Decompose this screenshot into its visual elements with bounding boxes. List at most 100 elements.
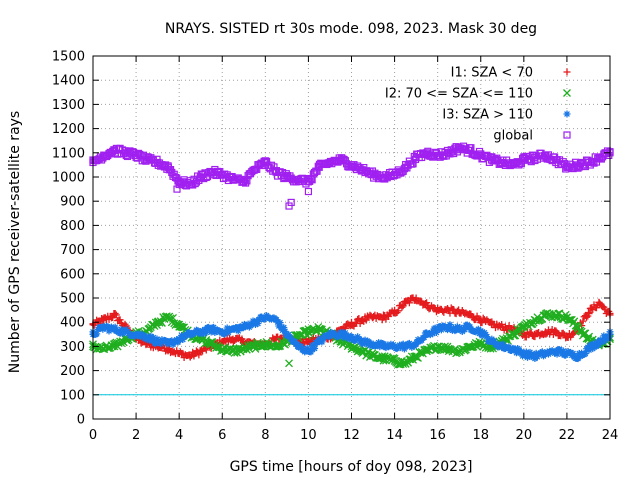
y-tick-label: 400 xyxy=(60,316,85,331)
data-point xyxy=(348,321,355,329)
data-point xyxy=(605,334,613,342)
data-point xyxy=(313,167,321,175)
data-point xyxy=(559,347,567,355)
data-point xyxy=(121,328,129,336)
data-point xyxy=(401,359,410,368)
data-point xyxy=(291,337,299,345)
data-point xyxy=(584,158,593,167)
data-point xyxy=(574,352,582,360)
data-point xyxy=(531,154,539,162)
data-point xyxy=(541,328,549,336)
series-star xyxy=(89,312,614,363)
data-point xyxy=(434,325,442,333)
data-point xyxy=(105,327,113,335)
data-point xyxy=(476,340,485,348)
data-point xyxy=(147,332,155,340)
data-point xyxy=(223,324,231,332)
data-point xyxy=(251,318,259,326)
x-tick-label: 20 xyxy=(516,428,533,443)
data-point xyxy=(483,333,491,341)
data-point xyxy=(326,330,334,338)
data-point xyxy=(197,173,205,181)
data-point xyxy=(100,323,108,331)
data-point xyxy=(391,309,399,317)
x-axis-title: GPS time [hours of doy 098, 2023] xyxy=(230,459,473,475)
data-point xyxy=(380,342,388,350)
data-point xyxy=(250,166,259,174)
data-point xyxy=(272,342,281,351)
data-point xyxy=(251,321,259,329)
data-point xyxy=(584,345,592,353)
data-point xyxy=(287,335,295,343)
outlier-point xyxy=(287,198,295,207)
data-point xyxy=(600,332,608,340)
data-point xyxy=(526,348,534,356)
data-point xyxy=(477,316,485,324)
data-point xyxy=(308,341,316,349)
data-point xyxy=(229,335,237,343)
legend: I1: SZA < 70 I2: 70 <= SZA <= 110 I3: SZA … xyxy=(385,66,571,144)
data-point xyxy=(475,147,484,156)
data-point xyxy=(99,344,108,353)
data-point xyxy=(430,304,438,312)
data-point xyxy=(379,354,388,363)
data-point xyxy=(315,325,324,334)
data-point xyxy=(240,178,248,186)
data-point xyxy=(250,342,259,351)
y-tick-label: 100 xyxy=(60,388,85,403)
y-axis-title: Number of GPS receiver-satellite rays xyxy=(7,111,23,373)
data-point xyxy=(531,330,539,338)
data-point xyxy=(111,311,119,319)
legend-marker xyxy=(563,131,571,139)
data-point xyxy=(348,333,355,341)
data-point xyxy=(477,151,485,159)
data-point xyxy=(104,323,112,331)
data-point xyxy=(505,322,513,330)
data-point xyxy=(119,329,127,337)
data-point xyxy=(164,163,172,171)
series-layer xyxy=(89,142,614,369)
y-tick-label: 0 xyxy=(77,413,85,428)
y-tick-label: 700 xyxy=(60,243,85,258)
data-point xyxy=(401,342,409,350)
data-point xyxy=(229,347,237,356)
data-point xyxy=(355,335,363,343)
data-point xyxy=(552,328,560,336)
data-point xyxy=(162,337,170,345)
data-point xyxy=(294,342,302,350)
data-point xyxy=(139,331,147,339)
data-point xyxy=(153,318,162,327)
data-point xyxy=(358,316,366,324)
data-point xyxy=(175,350,183,358)
data-point xyxy=(167,318,176,327)
data-point xyxy=(509,345,517,353)
y-tick-label: 300 xyxy=(60,340,85,355)
data-point xyxy=(581,350,589,358)
data-point xyxy=(164,340,172,348)
data-point xyxy=(431,324,439,332)
data-point xyxy=(304,338,312,346)
data-point xyxy=(595,299,603,307)
data-point xyxy=(498,158,506,167)
data-point xyxy=(412,154,420,162)
data-point xyxy=(569,349,577,357)
data-point xyxy=(154,158,162,167)
data-point xyxy=(401,163,409,171)
legend-label: I2: 70 <= SZA <= 110 xyxy=(385,87,533,102)
data-point xyxy=(224,328,232,336)
data-point xyxy=(100,316,108,324)
data-point xyxy=(541,151,549,159)
data-point xyxy=(461,326,469,334)
data-point xyxy=(422,347,431,356)
data-point xyxy=(179,336,187,344)
x-tick-label: 14 xyxy=(386,428,403,443)
data-point xyxy=(509,161,517,169)
data-point xyxy=(93,330,101,338)
data-point xyxy=(553,350,561,358)
data-point xyxy=(175,320,184,329)
data-point xyxy=(304,327,313,336)
legend-label: I3: SZA > 110 xyxy=(442,108,533,123)
y-tick-label: 200 xyxy=(60,364,85,379)
data-point xyxy=(432,328,440,336)
